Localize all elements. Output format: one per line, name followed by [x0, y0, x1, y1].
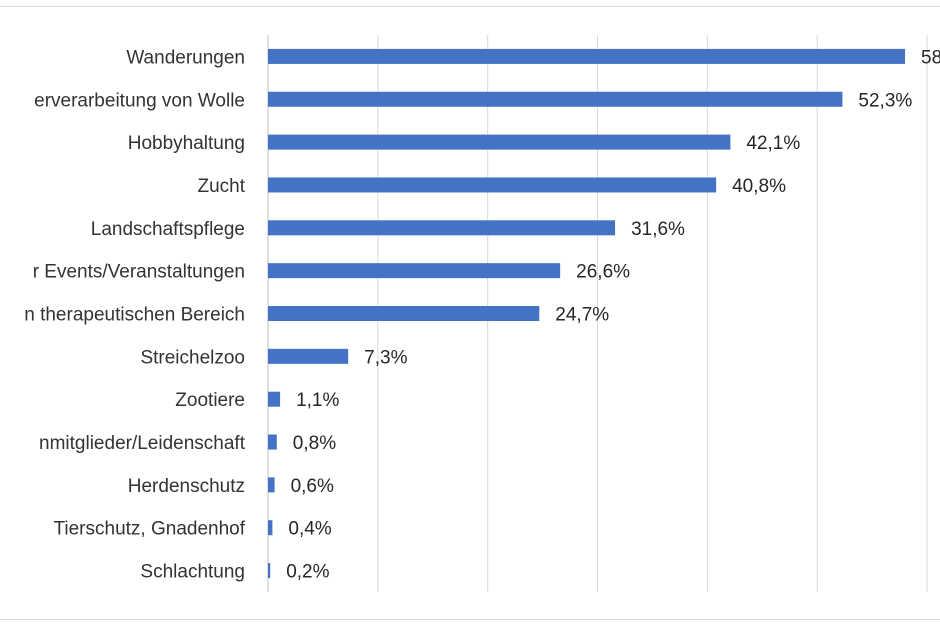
category-label: Schlachtung — [140, 562, 245, 583]
data-label: 40,8% — [732, 176, 786, 197]
data-label: 0,4% — [288, 519, 331, 540]
data-label: 1,1% — [296, 390, 339, 411]
bar — [268, 563, 271, 579]
category-label: Wanderungen — [126, 47, 245, 68]
data-label: 7,3% — [364, 347, 407, 368]
category-label: n therapeutischen Bereich — [24, 305, 245, 326]
category-label: nmitglieder/Leidenschaft — [39, 433, 246, 454]
bar — [268, 263, 561, 279]
bar — [268, 477, 275, 493]
chart-frame — [0, 6, 940, 620]
category-label: Zucht — [197, 176, 245, 197]
bar — [268, 48, 906, 64]
category-label: Tierschutz, Gnadenhof — [53, 519, 245, 540]
category-label: Landschaftspflege — [91, 219, 245, 240]
bar — [268, 391, 281, 407]
bar — [268, 134, 731, 150]
data-label: 52,3% — [858, 90, 912, 111]
bar — [268, 91, 843, 107]
data-label: 42,1% — [746, 133, 800, 154]
data-label: 24,7% — [555, 305, 609, 326]
bars — [268, 48, 906, 579]
bar — [268, 220, 616, 236]
data-label: 26,6% — [576, 262, 630, 283]
category-label: Streichelzoo — [140, 347, 245, 368]
data-label: 0,6% — [291, 476, 334, 497]
bar — [268, 306, 540, 321]
category-label: erverarbeitung von Wolle — [34, 90, 245, 111]
category-label: Hobbyhaltung — [128, 133, 245, 154]
value-labels: 58 52,3% 42,1% 40,8% 31,6% 26,6% 24,7% 7,3% 1,1%… — [286, 47, 940, 582]
data-label: 0,8% — [293, 433, 336, 454]
bar — [268, 520, 273, 536]
bar — [268, 177, 717, 193]
data-label: 31,6% — [631, 219, 685, 240]
bar — [268, 348, 349, 364]
category-label: Herdenschutz — [128, 476, 245, 497]
data-label: 0,2% — [286, 562, 329, 583]
category-labels: Wanderungen erverarbeitung von Wolle Hobby… — [24, 47, 245, 582]
category-label: r Events/Veranstaltungen — [33, 262, 245, 283]
category-label: Zootiere — [175, 390, 245, 411]
data-label: 58 — [921, 47, 940, 68]
bar — [268, 434, 277, 450]
